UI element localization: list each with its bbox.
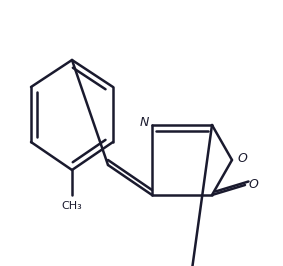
Text: O: O — [248, 178, 258, 192]
Text: O: O — [237, 152, 247, 164]
Text: N: N — [139, 117, 149, 130]
Text: CH₃: CH₃ — [62, 201, 82, 211]
